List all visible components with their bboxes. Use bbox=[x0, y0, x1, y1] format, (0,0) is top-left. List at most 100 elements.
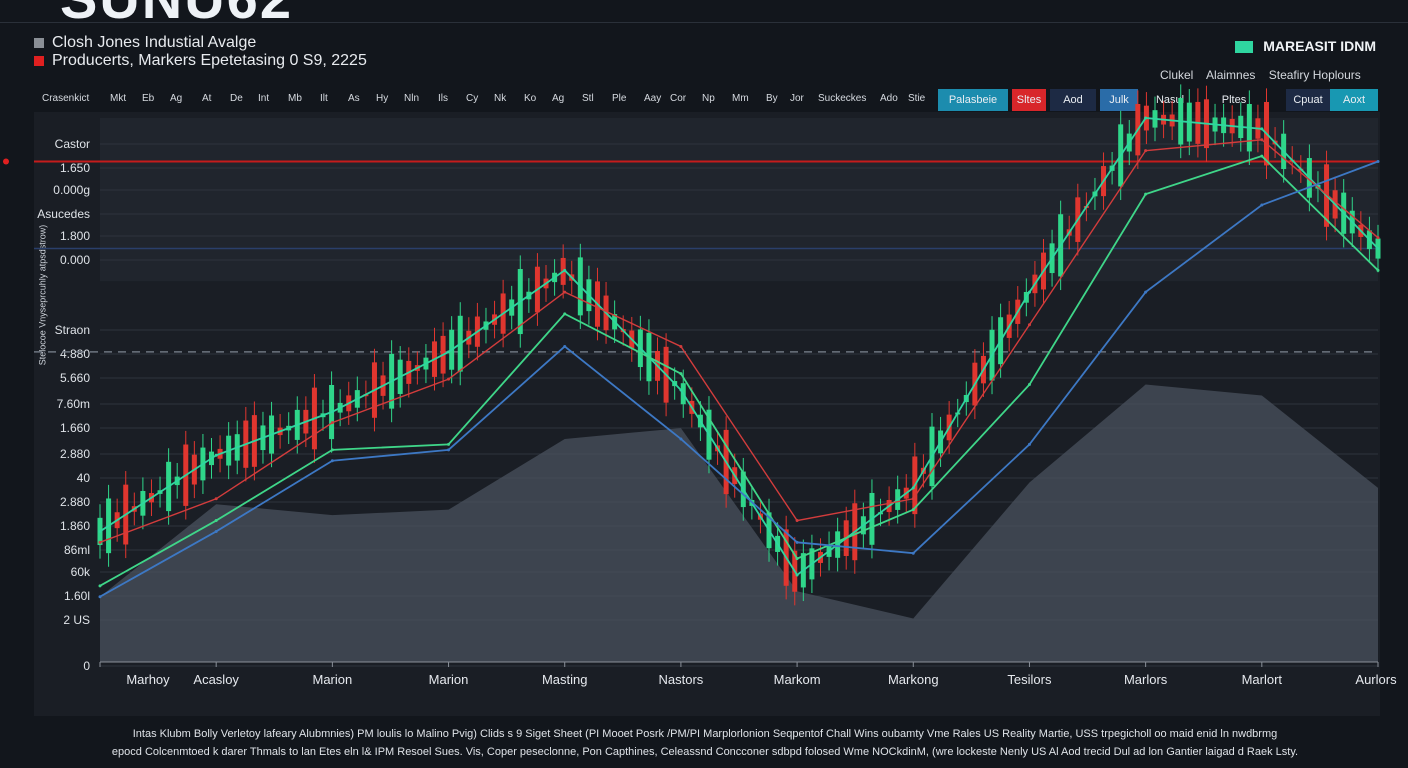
series-point bbox=[1027, 290, 1031, 294]
legend-swatch-red bbox=[34, 55, 44, 66]
y-tick-label: 1.660 bbox=[60, 421, 90, 435]
toolbar-button-cpuat[interactable]: Cpuat bbox=[1286, 89, 1330, 111]
series-point bbox=[1260, 138, 1264, 142]
toolbar-button-aoxt[interactable]: Aoxt bbox=[1330, 89, 1378, 111]
series-point bbox=[1144, 116, 1148, 120]
y-tick-label: 86ml bbox=[64, 543, 90, 557]
menu-item[interactable]: De bbox=[230, 93, 243, 104]
series-point bbox=[563, 268, 567, 272]
menu-item[interactable]: Eb bbox=[142, 93, 155, 104]
footer-line-1: Intas Klubm Bolly Verletoy lafeary Alubm… bbox=[132, 728, 1278, 740]
x-tick-label: Masting bbox=[542, 672, 588, 687]
series-point bbox=[1260, 127, 1264, 131]
menu-item[interactable]: Aay bbox=[644, 93, 662, 104]
series-point bbox=[795, 573, 799, 577]
x-tick-label: Nastors bbox=[659, 672, 704, 687]
y-tick-label: 5.660 bbox=[60, 371, 90, 385]
series-line bbox=[99, 139, 1379, 543]
series-point bbox=[1144, 290, 1148, 294]
menu-item[interactable]: Ko bbox=[524, 93, 537, 104]
y-tick-label: 0 bbox=[83, 659, 90, 673]
x-tick-label: Marion bbox=[429, 672, 469, 687]
menu-item[interactable]: Mkt bbox=[110, 93, 127, 104]
y-tick-label: 1.800 bbox=[60, 229, 90, 243]
y-tick-label: 1.860 bbox=[60, 519, 90, 533]
series-point bbox=[1144, 149, 1148, 153]
menu-item[interactable]: Cor bbox=[670, 93, 687, 104]
series-point bbox=[447, 377, 451, 381]
series-point bbox=[795, 519, 799, 523]
menu-item[interactable]: Np bbox=[702, 93, 715, 104]
topright-label: Alaimnes bbox=[1206, 68, 1256, 82]
menu-item[interactable]: Stie bbox=[908, 93, 926, 104]
series-point bbox=[1376, 268, 1380, 272]
menu-item[interactable]: Crasenkict bbox=[42, 93, 90, 104]
x-tick-label: Marhoy bbox=[126, 672, 170, 687]
toolbar-button-aod[interactable]: Aod bbox=[1050, 89, 1096, 111]
menu-item[interactable]: Cy bbox=[466, 93, 479, 104]
legend-label: Closh Jones Industial Avalge bbox=[52, 34, 257, 51]
menu-item[interactable]: Ilt bbox=[320, 93, 328, 104]
menu-item[interactable]: Ado bbox=[880, 93, 898, 104]
series-point bbox=[1260, 203, 1264, 207]
series-point bbox=[447, 448, 451, 452]
legend-item-producers: Producerts, Markers Epetetasing 0 S9, 22… bbox=[34, 52, 367, 70]
brand-label: MAREASIT IDNM bbox=[1263, 38, 1376, 54]
x-tick-label: Tesilors bbox=[1007, 672, 1052, 687]
y-tick-label: 2.880 bbox=[60, 447, 90, 461]
menu-item[interactable]: As bbox=[348, 93, 360, 104]
menu-item[interactable]: Ple bbox=[612, 93, 627, 104]
y-tick-label: 0.000 bbox=[60, 253, 90, 267]
series-point bbox=[1260, 154, 1264, 158]
menu-item[interactable]: Stl bbox=[582, 93, 594, 104]
menu-item[interactable]: At bbox=[202, 93, 212, 104]
toolbar-button-sltes[interactable]: Sltes bbox=[1012, 89, 1046, 111]
series-line bbox=[99, 117, 1379, 577]
series-point bbox=[330, 410, 334, 414]
menu-item[interactable]: Ils bbox=[438, 93, 448, 104]
series-point bbox=[679, 388, 683, 392]
menu-item[interactable]: Jor bbox=[790, 93, 804, 104]
menu-item[interactable]: Mb bbox=[288, 93, 302, 104]
series-point bbox=[98, 595, 102, 599]
series-point bbox=[1027, 383, 1031, 387]
series-point bbox=[1027, 323, 1031, 327]
series-point bbox=[98, 540, 102, 544]
menu-item[interactable]: By bbox=[766, 93, 778, 104]
series-point bbox=[214, 453, 218, 457]
menu-item[interactable]: Nln bbox=[404, 93, 420, 104]
x-tick-label: Marlors bbox=[1124, 672, 1168, 687]
series-point bbox=[679, 344, 683, 348]
menu-item[interactable]: Hy bbox=[376, 93, 389, 104]
series-point bbox=[795, 557, 799, 561]
series-point bbox=[563, 290, 567, 294]
series-point bbox=[563, 312, 567, 316]
y-tick-label: Straon bbox=[55, 323, 90, 337]
toolbar-button-julk[interactable]: Julk bbox=[1100, 89, 1138, 111]
series-point bbox=[98, 584, 102, 588]
menu-item[interactable]: Nk bbox=[494, 93, 507, 104]
menu-item[interactable]: Mm bbox=[732, 93, 749, 104]
y-tick-label: 2.880 bbox=[60, 495, 90, 509]
marker-dot bbox=[3, 158, 9, 165]
menu-item[interactable]: Ag bbox=[552, 93, 565, 104]
y-tick-label: 1.60l bbox=[64, 589, 90, 603]
x-tick-label: Marlort bbox=[1242, 672, 1283, 687]
series-point bbox=[911, 508, 915, 512]
menu-item[interactable]: Ag bbox=[170, 93, 183, 104]
y-tick-label: 60k bbox=[71, 565, 91, 579]
series-point bbox=[214, 497, 218, 501]
series-point bbox=[1144, 192, 1148, 196]
menu-item[interactable]: Int bbox=[258, 93, 270, 104]
series-point bbox=[1376, 247, 1380, 251]
series-point bbox=[911, 551, 915, 555]
toolbar-button-palasbeie[interactable]: Palasbeie bbox=[938, 89, 1008, 111]
y-tick-label: Asucedes bbox=[37, 207, 90, 221]
series-point bbox=[1027, 442, 1031, 446]
menu-item[interactable]: Suckeckes bbox=[818, 93, 867, 104]
series-line bbox=[99, 160, 1379, 598]
top-divider bbox=[0, 22, 1408, 23]
y-tick-label: 0.000g bbox=[53, 183, 90, 197]
y-tick-label: 2 US bbox=[63, 613, 90, 627]
